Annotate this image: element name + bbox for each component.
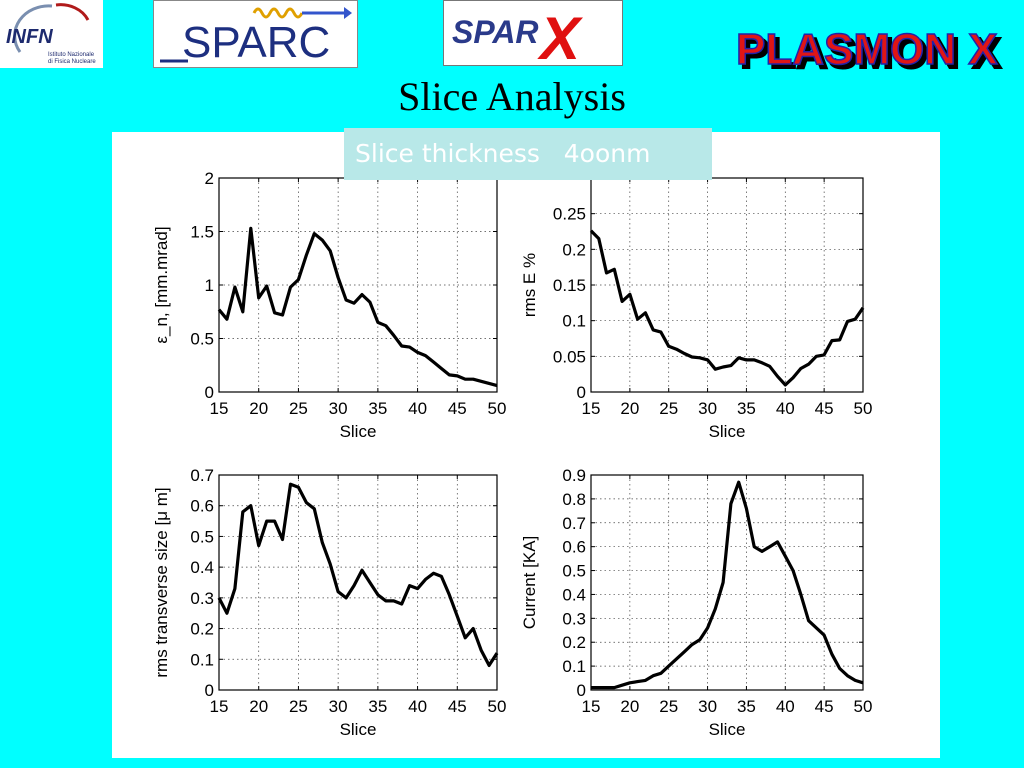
y-tick-label: 0.5 <box>562 562 586 581</box>
y-tick-label: 0.5 <box>190 527 214 546</box>
y-tick-label: 0.2 <box>562 633 586 652</box>
x-tick-label: 50 <box>854 399 873 418</box>
sparx-x-text: X <box>537 5 584 66</box>
x-tick-label: 40 <box>408 399 427 418</box>
sparc-wave-icon <box>252 7 304 19</box>
x-tick-label: 35 <box>368 399 387 418</box>
x-tick-label: 30 <box>329 399 348 418</box>
x-tick-label: 20 <box>620 399 639 418</box>
y-tick-label: 0.3 <box>562 609 586 628</box>
infn-arc-red-icon <box>55 3 90 21</box>
infn-text: INFN <box>6 26 53 48</box>
sparx-logo-graphic: SPAR X <box>452 5 584 66</box>
x-axis-label: Slice <box>709 422 746 441</box>
y-tick-label: 0 <box>205 383 214 402</box>
y-tick-label: 0.5 <box>190 330 214 349</box>
x-tick-label: 45 <box>448 399 467 418</box>
y-tick-label: 1.5 <box>190 223 214 242</box>
x-tick-label: 25 <box>659 697 678 716</box>
x-tick-label: 40 <box>776 399 795 418</box>
sparc-arrowhead-icon <box>344 7 352 19</box>
y-tick-label: 0.15 <box>553 276 586 295</box>
plasmonx-logo: PLASMON X PLASMON X <box>700 0 1024 80</box>
infn-logo-graphic: INFN Istituto Nazionale di Fisica Nuclea… <box>6 3 96 65</box>
x-tick-label: 50 <box>488 697 507 716</box>
x-tick-label: 25 <box>659 399 678 418</box>
x-tick-label: 20 <box>249 697 268 716</box>
series-line <box>217 226 498 388</box>
y-tick-label: 0 <box>577 681 586 700</box>
y-tick-label: 0.1 <box>190 650 214 669</box>
plasmonx-shadow-text: PLASMON X <box>740 29 1002 78</box>
x-tick-label: 20 <box>620 697 639 716</box>
infn-arc-icon <box>13 4 53 53</box>
x-axis-label: Slice <box>709 720 746 739</box>
x-tick-label: 35 <box>368 697 387 716</box>
sparx-logo: SPAR X <box>443 0 623 66</box>
x-tick-label: 30 <box>698 399 717 418</box>
x-tick-label: 45 <box>815 697 834 716</box>
x-axis-label: Slice <box>340 720 377 739</box>
x-tick-label: 50 <box>488 399 507 418</box>
x-tick-label: 15 <box>210 697 229 716</box>
y-axis-label: rms transverse size [μ m] <box>152 487 171 677</box>
y-tick-label: 0.1 <box>562 657 586 676</box>
y-tick-label: 0.4 <box>190 558 214 577</box>
x-axis-label: Slice <box>340 422 377 441</box>
x-tick-label: 30 <box>329 697 348 716</box>
x-tick-label: 35 <box>737 697 756 716</box>
plasmonx-text: PLASMON X <box>736 25 998 74</box>
axes-box <box>590 474 864 691</box>
slice-thickness-label: Slice thickness 4oonm <box>344 128 712 180</box>
series-line <box>589 229 865 387</box>
x-tick-label: 15 <box>210 399 229 418</box>
x-tick-label: 20 <box>249 399 268 418</box>
y-tick-label: 0.4 <box>562 585 586 604</box>
x-tick-label: 25 <box>289 399 308 418</box>
y-tick-label: 0.05 <box>553 347 586 366</box>
infn-logo: INFN Istituto Nazionale di Fisica Nuclea… <box>0 0 103 68</box>
x-tick-label: 25 <box>289 697 308 716</box>
y-tick-label: 0 <box>205 681 214 700</box>
slide-title: Slice Analysis <box>398 74 626 119</box>
y-axis-label: Current [KA] <box>520 536 539 630</box>
sparc-logo: SPARC <box>153 0 358 68</box>
series-line <box>217 482 499 668</box>
infn-subtitle-1: Istituto Nazionale <box>48 52 95 58</box>
y-tick-label: 1 <box>205 276 214 295</box>
sparc-logo-graphic: SPARC <box>160 7 352 67</box>
x-tick-label: 40 <box>776 697 795 716</box>
x-tick-label: 45 <box>448 697 467 716</box>
y-axis-label: ε_n, [mm.mrad] <box>152 226 171 343</box>
y-tick-label: 0.25 <box>553 205 586 224</box>
x-tick-label: 50 <box>854 697 873 716</box>
x-tick-label: 15 <box>582 697 601 716</box>
y-tick-label: 0.7 <box>190 466 214 485</box>
sparx-text: SPAR <box>452 14 539 50</box>
y-tick-label: 0.9 <box>562 466 586 485</box>
y-tick-label: 0.1 <box>562 312 586 331</box>
y-tick-label: 0.7 <box>562 514 586 533</box>
sparc-text: SPARC <box>182 18 330 67</box>
x-tick-label: 40 <box>408 697 427 716</box>
infn-subtitle-2: di Fisica Nucleare <box>48 59 96 65</box>
y-tick-label: 0.6 <box>190 497 214 516</box>
axes-box <box>590 177 864 393</box>
y-tick-label: 0 <box>577 383 586 402</box>
y-tick-label: 2 <box>205 169 214 188</box>
x-tick-label: 30 <box>698 697 717 716</box>
plasmonx-logo-graphic: PLASMON X PLASMON X <box>735 24 1002 79</box>
y-tick-label: 0.3 <box>190 589 214 608</box>
axes-box <box>218 474 498 691</box>
x-tick-label: 45 <box>815 399 834 418</box>
x-tick-label: 35 <box>737 399 756 418</box>
y-tick-label: 0.8 <box>562 490 586 509</box>
y-tick-label: 0.6 <box>562 538 586 557</box>
y-tick-label: 0.2 <box>562 240 586 259</box>
y-axis-label: rms E % <box>520 253 539 317</box>
series-line <box>591 480 864 690</box>
y-tick-label: 0.2 <box>190 620 214 639</box>
x-tick-label: 15 <box>582 399 601 418</box>
